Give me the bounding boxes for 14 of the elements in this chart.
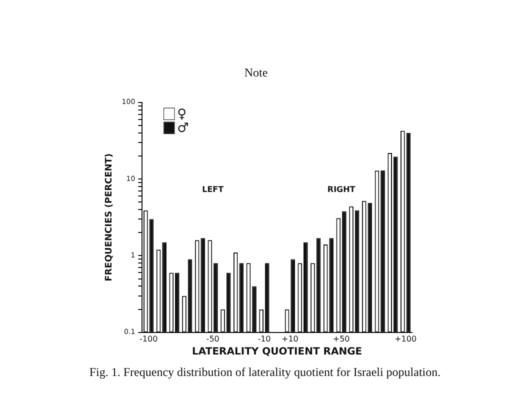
x-tick-label: -50 — [206, 334, 220, 344]
x-tick-label: +10 — [281, 334, 298, 344]
legend-label: ♀ — [177, 106, 187, 122]
caption: Fig. 1. Frequency distribution of laterality quotient for Israeli population. — [89, 365, 441, 380]
legend-label: ♂ — [177, 120, 189, 136]
x-tick-label: -10 — [258, 334, 271, 344]
x-tick-label: +100 — [394, 334, 417, 344]
x-tick-label: -100 — [140, 334, 158, 344]
x-axis-title: LATERALITY QUOTIENT RANGE — [192, 346, 362, 358]
chart-title: Note — [244, 65, 268, 80]
annotation: RIGHT — [327, 184, 356, 194]
y-axis-title: FREQUENCIES (PERCENT) — [104, 153, 115, 282]
x-tick-label: +50 — [332, 334, 350, 344]
annotation: LEFT — [202, 184, 224, 194]
